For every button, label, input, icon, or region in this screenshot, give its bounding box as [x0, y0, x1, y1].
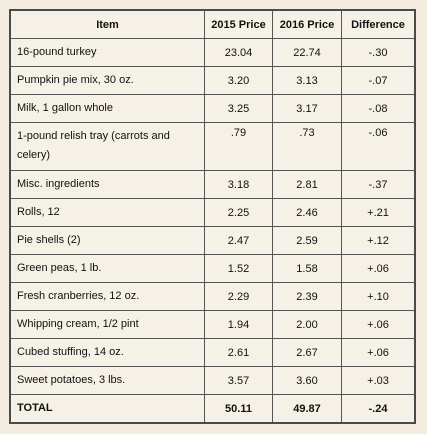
price-cell: +.03 — [342, 367, 414, 395]
price-cell: .73 — [273, 123, 342, 171]
item-cell: Fresh cranberries, 12 oz. — [11, 283, 205, 311]
item-cell: TOTAL — [11, 395, 205, 422]
table-row: Rolls, 12 2.25 2.46 +.21 — [11, 199, 414, 227]
price-cell: 23.04 — [205, 39, 273, 67]
price-cell: -.37 — [342, 171, 414, 199]
table-row: 1-pound relish tray (carrots and celery)… — [11, 123, 414, 171]
price-cell: 2.29 — [205, 283, 273, 311]
table-row: Misc. ingredients 3.18 2.81 -.37 — [11, 171, 414, 199]
table-container: Item 2015 Price 2016 Price Difference 16-po… — [9, 9, 416, 424]
price-cell: .79 — [205, 123, 273, 171]
price-cell: -.08 — [342, 95, 414, 123]
price-cell: +.21 — [342, 199, 414, 227]
price-cell: 3.25 — [205, 95, 273, 123]
price-cell: +.12 — [342, 227, 414, 255]
price-cell: -.30 — [342, 39, 414, 67]
header-cell: Item — [11, 11, 205, 39]
price-table: Item 2015 Price 2016 Price Difference 16-po… — [9, 9, 416, 424]
item-cell: Cubed stuffing, 14 oz. — [11, 339, 205, 367]
item-cell: Pie shells (2) — [11, 227, 205, 255]
price-cell: 1.52 — [205, 255, 273, 283]
table-row: 16-pound turkey 23.04 22.74 -.30 — [11, 39, 414, 67]
price-cell: 49.87 — [273, 395, 342, 422]
price-cell: 2.61 — [205, 339, 273, 367]
price-cell: +.06 — [342, 311, 414, 339]
price-cell: 3.18 — [205, 171, 273, 199]
table-row: Cubed stuffing, 14 oz. 2.61 2.67 +.06 — [11, 339, 414, 367]
table-row: TOTAL 50.11 49.87 -.24 — [11, 395, 414, 422]
price-cell: 22.74 — [273, 39, 342, 67]
header-cell: 2015 Price — [205, 11, 273, 39]
price-cell: 3.17 — [273, 95, 342, 123]
table-row: Fresh cranberries, 12 oz. 2.29 2.39 +.10 — [11, 283, 414, 311]
item-cell: Pumpkin pie mix, 30 oz. — [11, 67, 205, 95]
table-row: Whipping cream, 1/2 pint 1.94 2.00 +.06 — [11, 311, 414, 339]
price-cell: +.06 — [342, 255, 414, 283]
price-cell: 2.39 — [273, 283, 342, 311]
price-cell: 2.81 — [273, 171, 342, 199]
price-cell: -.24 — [368, 402, 388, 415]
table-row: Milk, 1 gallon whole 3.25 3.17 -.08 — [11, 95, 414, 123]
price-cell: 3.57 — [205, 367, 273, 395]
price-cell: 3.60 — [273, 367, 342, 395]
header-cell: 2016 Price — [273, 11, 342, 39]
price-cell: +.10 — [342, 283, 414, 311]
header-row: Item 2015 Price 2016 Price Difference — [11, 11, 414, 39]
table-row: Sweet potatoes, 3 lbs. 3.57 3.60 +.03 — [11, 367, 414, 395]
price-cell: 2.67 — [273, 339, 342, 367]
item-cell: Sweet potatoes, 3 lbs. — [11, 367, 205, 395]
price-cell: 50.11 — [205, 395, 273, 422]
price-cell: -.06 — [342, 123, 414, 171]
header-cell: Difference — [342, 11, 414, 39]
item-cell: Milk, 1 gallon whole — [11, 95, 205, 123]
price-cell: 1.58 — [273, 255, 342, 283]
price-cell: 2.47 — [205, 227, 273, 255]
price-cell: 1.94 — [205, 311, 273, 339]
table-row: Pie shells (2) 2.47 2.59 +.12 — [11, 227, 414, 255]
price-cell: +.06 — [342, 339, 414, 367]
item-cell: Whipping cream, 1/2 pint — [11, 311, 205, 339]
item-cell: Rolls, 12 — [11, 199, 205, 227]
table-row: Pumpkin pie mix, 30 oz. 3.20 3.13 -.07 — [11, 67, 414, 95]
item-cell: Misc. ingredients — [11, 171, 205, 199]
item-cell: Green peas, 1 lb. — [11, 255, 205, 283]
table-row: Green peas, 1 lb. 1.52 1.58 +.06 — [11, 255, 414, 283]
price-cell: 2.46 — [273, 199, 342, 227]
price-cell: 3.20 — [205, 67, 273, 95]
price-cell: 2.59 — [273, 227, 342, 255]
price-cell: 2.00 — [273, 311, 342, 339]
item-cell: 16-pound turkey — [11, 39, 205, 67]
item-cell: 1-pound relish tray (carrots and celery) — [11, 123, 205, 171]
price-cell: 2.25 — [205, 199, 273, 227]
price-cell: -.07 — [342, 67, 414, 95]
price-cell: 3.13 — [273, 67, 342, 95]
